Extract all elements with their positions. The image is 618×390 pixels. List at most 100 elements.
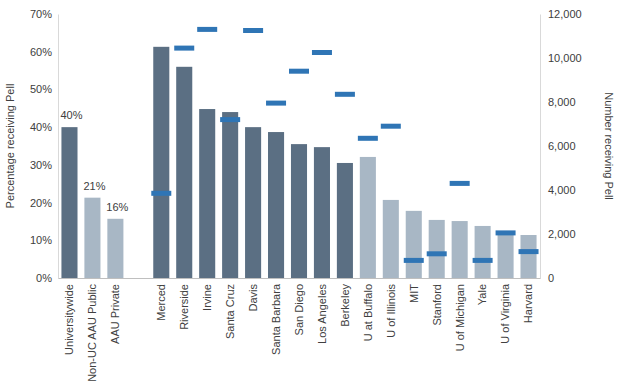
marker [404,258,424,263]
bar [452,221,468,278]
y2-tick-label: 10,000 [548,52,582,64]
x-tick: Universitywide [63,278,75,355]
y2-tick: 0 [540,272,554,284]
x-tick: Irvine [201,278,213,311]
bar [245,127,261,278]
x-tick-label: AAU Private [109,284,121,344]
x-tick-label: San Diego [293,284,305,335]
bar [268,132,284,278]
marks [61,27,538,278]
y2-tick: 12,000 [540,8,582,20]
y-tick: 0% [36,272,58,284]
marker [289,69,309,74]
x-tick: MIT [408,278,420,303]
bar [291,144,307,278]
marker [519,249,539,254]
y-axis-line [58,15,59,279]
x-tick-label: Non-UC AAU Public [86,284,98,382]
y-tick-label: 40% [30,121,52,133]
x-tick: U at Buffalo [362,278,374,341]
marker [335,92,355,97]
marker [358,136,378,141]
chart: 0% 10% 20% 30% 40% 50% 60% 70% 0 2,000 4,000 6,000 8… [0,0,618,390]
bar [84,198,100,278]
x-tick-label: Riverside [178,284,190,330]
y2-axis: 0 2,000 4,000 6,000 8,000 10,000 12,000 [540,8,582,284]
y2-tick: 10,000 [540,52,582,64]
y-tick: 40% [30,121,58,133]
y-tick: 70% [30,8,58,20]
x-tick: Riverside [178,278,190,330]
marker [197,27,217,32]
x-tick-label: Harvard [522,284,534,323]
bar [199,109,215,278]
x-tick: Harvard [522,278,534,323]
y-tick-label: 20% [30,197,52,209]
x-tick: U of Illinois [385,278,397,338]
x-tick: Merced [155,278,167,321]
marker [174,46,194,51]
x-tick-label: U of Illinois [385,284,397,338]
y-tick-label: 10% [30,234,52,246]
y-tick-label: 0% [36,272,52,284]
bar [383,200,399,278]
bar [176,67,192,278]
x-axis-line [59,278,541,279]
marker [151,191,171,196]
y-tick: 60% [30,46,58,58]
bar [406,211,422,278]
marker [243,28,263,33]
y-tick: 20% [30,197,58,209]
bar [337,163,353,278]
x-tick-label: Berkeley [339,284,351,327]
x-tick-label: Stanford [431,284,443,326]
marker [266,101,286,106]
x-tick: Non-UC AAU Public [86,278,98,382]
marker [450,181,470,186]
y-tick-label: 30% [30,159,52,171]
bar [222,112,238,278]
y2-tick-label: 8,000 [548,96,576,108]
x-tick: Stanford [431,278,443,326]
bar [520,235,536,278]
marker [381,124,401,129]
x-tick-label: U of Virginia [499,283,511,344]
x-tick-label: Los Angeles [316,284,328,344]
y2-tick: 2,000 [540,228,576,240]
bar [61,127,77,278]
marker [427,251,447,256]
x-tick-label: U of Michigan [454,284,466,351]
bar [429,220,445,278]
x-tick: Santa Cruz [224,278,236,339]
y2-tick: 8,000 [540,96,576,108]
x-axis: Universitywide Non-UC AAU Public AAU Priva… [59,278,541,382]
x-tick-label: MIT [408,284,420,303]
y-axis-title: Percentage receiving Pell [4,84,16,209]
y2-tick-label: 4,000 [548,184,576,196]
y-tick-label: 50% [30,83,52,95]
x-tick-label: Santa Barbara [270,283,282,355]
x-tick: San Diego [293,278,305,335]
y-tick: 50% [30,83,58,95]
x-tick: Yale [476,278,488,305]
y2-tick-label: 0 [548,272,554,284]
y2-tick-label: 12,000 [548,8,582,20]
data-labels: 40%21%16% [60,109,128,213]
x-tick-label: Santa Cruz [224,284,236,339]
y-tick-label: 60% [30,46,52,58]
y-tick: 30% [30,159,58,171]
x-tick: Santa Barbara [270,278,282,355]
data-label: 40% [60,109,82,121]
y2-tick-label: 2,000 [548,228,576,240]
y2-tick: 4,000 [540,184,576,196]
x-tick-label: Davis [247,284,259,312]
x-tick-label: U at Buffalo [362,284,374,341]
marker [220,117,240,122]
y2-tick-label: 6,000 [548,140,576,152]
y2-axis-title: Number receiving Pell [603,92,615,200]
x-tick-label: Yale [476,284,488,305]
x-tick: U of Virginia [499,278,511,344]
y2-axis-line [540,15,541,279]
y-tick-label: 70% [30,8,52,20]
bar [498,233,514,278]
